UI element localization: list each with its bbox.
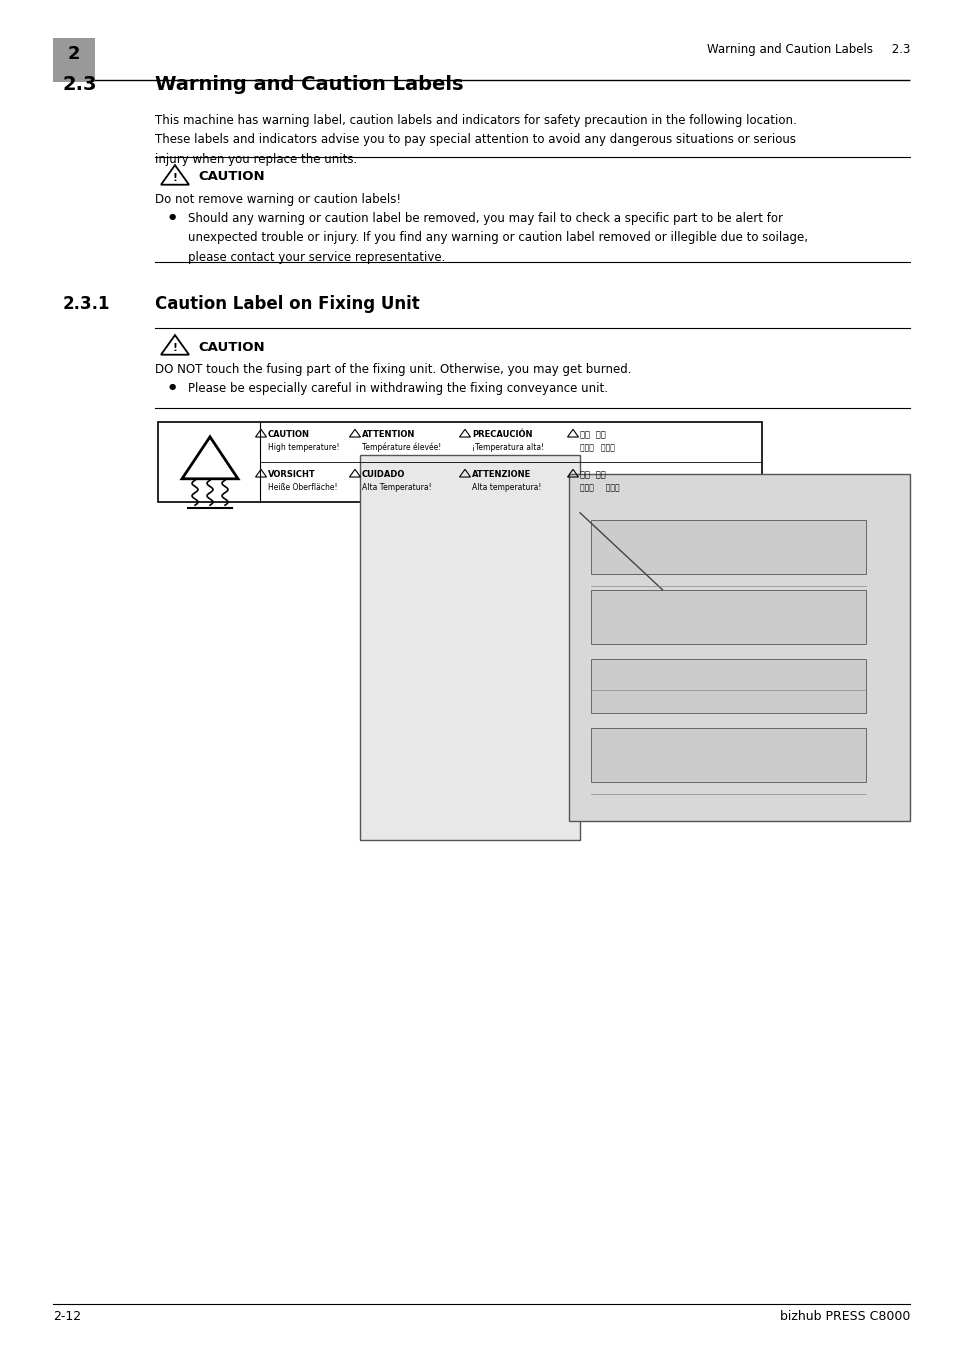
Text: These labels and indicators advise you to pay special attention to avoid any dan: These labels and indicators advise you t… xyxy=(154,134,795,147)
Text: CAUTION: CAUTION xyxy=(198,170,264,184)
Text: 2-12: 2-12 xyxy=(53,1311,81,1323)
FancyBboxPatch shape xyxy=(590,590,865,644)
FancyBboxPatch shape xyxy=(590,729,865,782)
FancyBboxPatch shape xyxy=(590,521,865,574)
Text: Heiße Oberfläche!: Heiße Oberfläche! xyxy=(268,483,337,491)
Text: Température élevée!: Température élevée! xyxy=(361,443,441,452)
Text: 高温！   高温！: 高温！ 高温！ xyxy=(579,443,615,452)
Text: 注意  注意: 注意 注意 xyxy=(579,431,605,439)
Text: Alta Temperatura!: Alta Temperatura! xyxy=(361,483,431,491)
Text: please contact your service representative.: please contact your service representati… xyxy=(188,251,445,265)
FancyBboxPatch shape xyxy=(568,474,909,821)
Text: Warning and Caution Labels     2.3: Warning and Caution Labels 2.3 xyxy=(706,43,909,57)
Text: 주의  태당: 주의 태당 xyxy=(579,470,605,479)
Text: VORSICHT: VORSICHT xyxy=(268,470,315,479)
Text: ●: ● xyxy=(168,212,175,221)
Text: DO NOT touch the fusing part of the fixing unit. Otherwise, you may get burned.: DO NOT touch the fusing part of the fixi… xyxy=(154,363,631,377)
Text: Please be especially careful in withdrawing the fixing conveyance unit.: Please be especially careful in withdraw… xyxy=(188,382,607,396)
Text: Caution Label on Fixing Unit: Caution Label on Fixing Unit xyxy=(154,296,419,313)
Text: unexpected trouble or injury. If you find any warning or caution label removed o: unexpected trouble or injury. If you fin… xyxy=(188,231,807,244)
Text: Alta temperatura!: Alta temperatura! xyxy=(472,483,540,491)
FancyBboxPatch shape xyxy=(359,455,579,840)
Text: injury when you replace the units.: injury when you replace the units. xyxy=(154,153,356,166)
Text: CAUTION: CAUTION xyxy=(268,431,310,439)
Text: 고온！     하라레: 고온！ 하라레 xyxy=(579,483,619,491)
Text: Should any warning or caution label be removed, you may fail to check a specific: Should any warning or caution label be r… xyxy=(188,212,782,225)
Text: This machine has warning label, caution labels and indicators for safety precaut: This machine has warning label, caution … xyxy=(154,113,796,127)
Text: Warning and Caution Labels: Warning and Caution Labels xyxy=(154,76,463,95)
Text: 2.3: 2.3 xyxy=(63,76,97,95)
FancyBboxPatch shape xyxy=(158,423,761,502)
Text: ¡Temperatura alta!: ¡Temperatura alta! xyxy=(472,443,543,452)
Text: ●: ● xyxy=(168,382,175,391)
FancyBboxPatch shape xyxy=(53,38,95,82)
Text: !: ! xyxy=(172,343,177,352)
Text: ATTENZIONE: ATTENZIONE xyxy=(472,470,531,479)
Text: CUIDADO: CUIDADO xyxy=(361,470,405,479)
Text: Do not remove warning or caution labels!: Do not remove warning or caution labels! xyxy=(154,193,400,207)
FancyBboxPatch shape xyxy=(590,659,865,713)
Text: bizhub PRESS C8000: bizhub PRESS C8000 xyxy=(779,1311,909,1323)
Text: 2.3.1: 2.3.1 xyxy=(63,296,111,313)
Text: ATTENTION: ATTENTION xyxy=(361,431,415,439)
Text: High temperature!: High temperature! xyxy=(268,443,339,452)
Text: !: ! xyxy=(172,173,177,182)
Text: PRECAUCIÓN: PRECAUCIÓN xyxy=(472,431,532,439)
Text: 2: 2 xyxy=(68,45,80,63)
Text: CAUTION: CAUTION xyxy=(198,340,264,354)
